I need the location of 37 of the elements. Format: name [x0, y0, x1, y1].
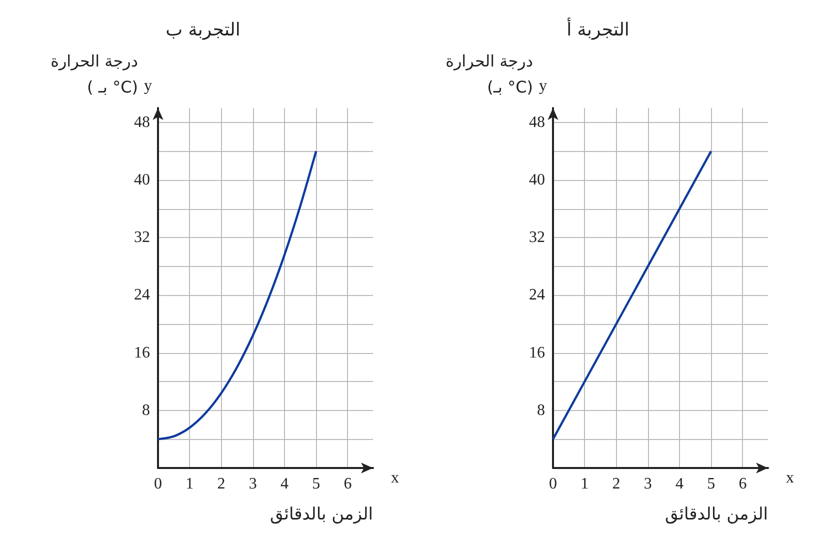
y-tick-label: 48 [529, 114, 545, 131]
x-tick-label: 4 [280, 476, 288, 492]
y-tick-label: 40 [134, 172, 150, 188]
y-tick-label: 48 [134, 114, 150, 131]
y-tick-label: 8 [537, 402, 545, 419]
chart-title: التجربة ب [166, 20, 240, 40]
text: x [391, 470, 399, 486]
y-tick-label: 32 [529, 229, 545, 246]
y-tick-label: 32 [134, 229, 150, 246]
y-axis-title: درجة الحرارة ( بـ °C) [50, 52, 138, 96]
x-tick-label: 2 [612, 476, 620, 492]
x-tick-label: 4 [675, 476, 684, 492]
x-tick-label: 5 [312, 476, 320, 492]
x-tick-label: 0 [154, 476, 162, 492]
chart-title: التجربة أ [566, 18, 630, 40]
x-axis-title: الزمن بالدقائق [270, 504, 373, 524]
x-tick-label: 6 [344, 476, 352, 492]
x-tick-label: 3 [644, 476, 652, 492]
x-tick-label: 2 [217, 476, 226, 492]
x-axis-title: الزمن بالدقائق [665, 504, 768, 524]
y-tick-label: 16 [134, 344, 150, 362]
y-tick-label: 24 [529, 286, 545, 304]
x-tick-label: 6 [738, 476, 747, 492]
x-tick-label: 1 [186, 476, 194, 492]
y-tick-label: 16 [529, 344, 545, 362]
y-axis-title: درجة الحرارة (بـ °C) [446, 52, 533, 96]
x-tick-label: 5 [707, 476, 716, 492]
text: x [786, 470, 794, 486]
line-series [156, 150, 318, 440]
y-tick-label: 40 [529, 172, 545, 188]
x-tick-label: 3 [248, 476, 257, 492]
y-tick-label: 8 [142, 402, 150, 419]
text: y [144, 78, 152, 94]
x-tick-label: 0 [549, 476, 557, 492]
y-tick-label: 24 [134, 286, 150, 304]
x-tick-label: 1 [580, 476, 589, 492]
text: y [539, 78, 547, 94]
